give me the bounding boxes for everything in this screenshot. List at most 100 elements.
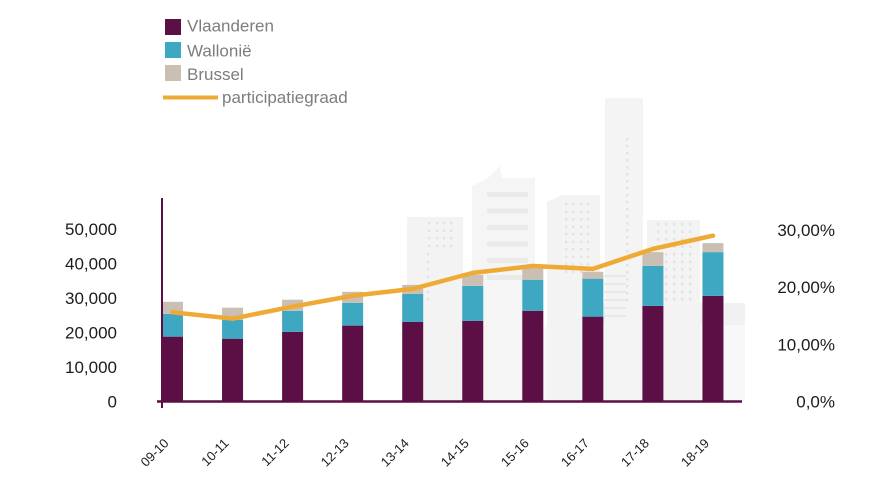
- x-tick-label: 17-18: [618, 436, 652, 470]
- x-axis-ticks: 09-10 10-11 11-12 12-13 13-14 14-15 15-16 16-17…: [138, 436, 713, 470]
- building-window: [428, 222, 431, 225]
- building-stripe: [604, 307, 626, 309]
- building-window: [626, 285, 629, 288]
- building-window: [450, 244, 453, 247]
- building-window: [657, 238, 660, 241]
- building-window: [428, 237, 431, 240]
- building-window: [681, 290, 684, 293]
- bar-brussel-15-16: [522, 268, 544, 280]
- building-window: [689, 275, 692, 278]
- participatiegraad-point-18-19: [710, 233, 716, 238]
- building-window: [436, 229, 439, 232]
- participatiegraad-line: [170, 233, 716, 321]
- bar-brussel-14-15: [462, 274, 484, 286]
- building-window: [665, 268, 668, 271]
- building-window: [689, 283, 692, 286]
- building-window: [626, 152, 629, 155]
- building-stripe: [604, 291, 626, 293]
- building-window: [681, 230, 684, 233]
- building-window: [665, 298, 668, 301]
- building-window: [626, 236, 629, 239]
- building-window: [572, 248, 575, 251]
- y-right-tick-label: 20,00%: [777, 278, 835, 297]
- legend-label-participatiegraad: participatiegraad: [222, 88, 348, 107]
- building-window: [681, 253, 684, 256]
- building-window: [587, 225, 590, 228]
- building-window: [673, 268, 676, 271]
- building-window: [565, 233, 568, 236]
- participatiegraad-point-11-12: [290, 304, 295, 309]
- building-window: [626, 138, 629, 141]
- x-tick-label: 10-11: [198, 436, 231, 469]
- building-window: [626, 299, 629, 302]
- x-tick-label: 09-10: [138, 436, 172, 470]
- building-window: [657, 230, 660, 233]
- building-window: [572, 218, 575, 221]
- building-window: [673, 253, 676, 256]
- building-window: [580, 248, 583, 251]
- building-window: [626, 194, 629, 197]
- bar-vlaanderen-18-19: [702, 295, 724, 402]
- bar-wallonie-11-12: [282, 310, 304, 332]
- building-window: [580, 203, 583, 206]
- building-window: [626, 243, 629, 246]
- building-stripe: [487, 275, 528, 280]
- building-window: [626, 166, 629, 169]
- building-window: [427, 260, 430, 263]
- bar-vlaanderen-15-16: [522, 310, 544, 402]
- building-window: [673, 275, 676, 278]
- line-series-layer: [170, 233, 716, 321]
- building-window: [673, 298, 676, 301]
- building-window: [673, 238, 676, 241]
- building-window: [673, 223, 676, 226]
- bar-wallonie-18-19: [702, 252, 724, 296]
- building-window: [689, 290, 692, 293]
- x-tick-label: 11-12: [258, 436, 291, 469]
- building-window: [572, 240, 575, 243]
- skyline-background: [405, 98, 745, 402]
- building-window: [427, 298, 430, 301]
- building-window: [572, 210, 575, 213]
- bar-wallonie-09-10: [162, 313, 183, 337]
- building-window: [587, 203, 590, 206]
- building-window: [626, 187, 629, 190]
- building-window: [427, 290, 430, 293]
- building-window: [565, 263, 568, 266]
- building-window: [626, 229, 629, 232]
- building-window: [587, 255, 590, 258]
- building-window: [580, 225, 583, 228]
- building-window: [428, 244, 431, 247]
- building-window: [565, 203, 568, 206]
- building-stripe: [487, 208, 528, 214]
- building-window: [665, 230, 668, 233]
- legend-label-brussel: Brussel: [187, 65, 244, 84]
- building-stripe: [604, 275, 626, 277]
- legend-swatch-brussel: [165, 65, 181, 81]
- building-window: [626, 222, 629, 225]
- y-left-tick-label: 30,000: [65, 289, 117, 308]
- building-window: [673, 290, 676, 293]
- participatiegraad-point-16-17: [590, 266, 596, 272]
- building-window: [572, 225, 575, 228]
- building-window: [626, 292, 629, 295]
- building-window: [450, 222, 453, 225]
- building-window: [587, 248, 590, 251]
- building-4: [605, 98, 643, 402]
- building-window: [681, 245, 684, 248]
- legend-label-vlaanderen: Vlaanderen: [187, 17, 274, 36]
- building-window: [587, 218, 590, 221]
- building-window: [572, 263, 575, 266]
- building-stripe: [604, 315, 626, 317]
- legend-swatch-wallonie: [165, 42, 181, 58]
- building-window: [587, 210, 590, 213]
- building-window: [565, 210, 568, 213]
- building-window: [565, 255, 568, 258]
- legend: Vlaanderen Wallonië Brussel participatie…: [163, 17, 348, 107]
- building-window: [665, 238, 668, 241]
- building-window: [436, 244, 439, 247]
- y-axis-left-ticks: 0 10,000 20,000 30,000 40,000 50,000: [65, 220, 117, 412]
- building-windows: [427, 138, 692, 317]
- bar-vlaanderen-10-11: [222, 338, 244, 402]
- building-window: [681, 223, 684, 226]
